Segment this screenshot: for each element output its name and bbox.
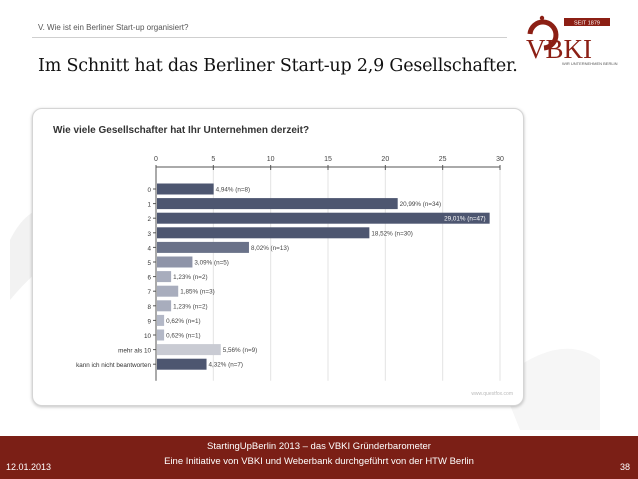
category-label: 2 <box>147 216 151 223</box>
logo-name: VBKI <box>526 34 592 64</box>
data-label: 0,62% (n=1) <box>166 318 200 325</box>
x-tick-label: 15 <box>324 156 332 163</box>
chart-credit: www.questfox.com <box>471 391 513 397</box>
vbki-logo: SEIT 1879 VBKI WIR UNTERNEHMEN BERLIN <box>526 15 618 66</box>
data-label: 5,56% (n=9) <box>223 347 257 354</box>
data-label: 4,94% (n=8) <box>216 187 250 194</box>
page-title: Im Schnitt hat das Berliner Start-up 2,9… <box>38 56 518 76</box>
header-divider <box>32 37 507 38</box>
category-label: 4 <box>147 245 151 252</box>
bar <box>157 227 370 239</box>
page-number: 38 <box>619 462 630 472</box>
data-label: 29,01% (n=47) <box>444 216 485 223</box>
category-label: 6 <box>147 275 151 282</box>
category-label: 3 <box>147 231 151 238</box>
data-label: 1,23% (n=2) <box>173 274 207 281</box>
footer-line-1: StartingUpBerlin 2013 – das VBKI Gründer… <box>207 441 431 452</box>
category-label: 0 <box>147 187 151 194</box>
category-label: 5 <box>147 260 151 267</box>
data-label: 20,99% (n=34) <box>400 201 441 208</box>
bar <box>157 300 172 312</box>
logo-swirl-icon <box>527 19 559 51</box>
data-label: 8,02% (n=13) <box>251 245 289 252</box>
x-tick-label: 0 <box>154 156 158 163</box>
bar <box>157 285 179 297</box>
category-label: kann ich nicht beantworten <box>76 362 151 369</box>
bar <box>157 212 490 224</box>
data-label: 3,09% (n=5) <box>194 260 228 267</box>
x-tick-label: 10 <box>267 156 275 163</box>
category-label: 8 <box>147 304 151 311</box>
x-tick-label: 25 <box>439 156 447 163</box>
data-label: 0,62% (n=1) <box>166 333 200 340</box>
bar <box>157 183 214 195</box>
category-label: 7 <box>147 289 151 296</box>
category-label: 10 <box>144 333 152 340</box>
bar <box>157 256 193 268</box>
category-label: mehr als 10 <box>118 348 151 355</box>
footer-date: 12.01.2013 <box>6 462 52 472</box>
footer-line-2: Eine Initiative von VBKI und Weberbank d… <box>164 456 474 467</box>
footer-bar: StartingUpBerlin 2013 – das VBKI Gründer… <box>0 436 638 479</box>
bar <box>157 314 165 326</box>
bar <box>157 241 249 253</box>
x-tick-label: 20 <box>381 156 389 163</box>
bar <box>157 344 221 356</box>
breadcrumb: V. Wie ist ein Berliner Start-up organis… <box>38 23 189 32</box>
data-label: 18,52% (n=30) <box>371 230 412 237</box>
category-label: 1 <box>147 202 151 209</box>
bar <box>157 358 207 370</box>
logo-since: SEIT 1879 <box>574 21 600 27</box>
data-label: 1,85% (n=3) <box>180 289 214 296</box>
x-tick-label: 5 <box>211 156 215 163</box>
chart-card: Wie viele Gesellschafter hat Ihr Unterne… <box>32 108 524 406</box>
x-tick-label: 30 <box>496 156 504 163</box>
data-label: 1,23% (n=2) <box>173 303 207 310</box>
bar <box>157 271 172 283</box>
data-label: 4,32% (n=7) <box>209 362 243 369</box>
logo-tagline: WIR UNTERNEHMEN BERLIN <box>562 61 618 66</box>
bar <box>157 329 165 341</box>
category-label: 9 <box>147 318 151 325</box>
bar-chart: 0 5 10 15 20 25 30 0 4,94% (n=8) 1 20,99% (n=34) 2 2… <box>76 156 504 381</box>
chart-title: Wie viele Gesellschafter hat Ihr Unterne… <box>53 125 310 136</box>
bar <box>157 198 398 210</box>
